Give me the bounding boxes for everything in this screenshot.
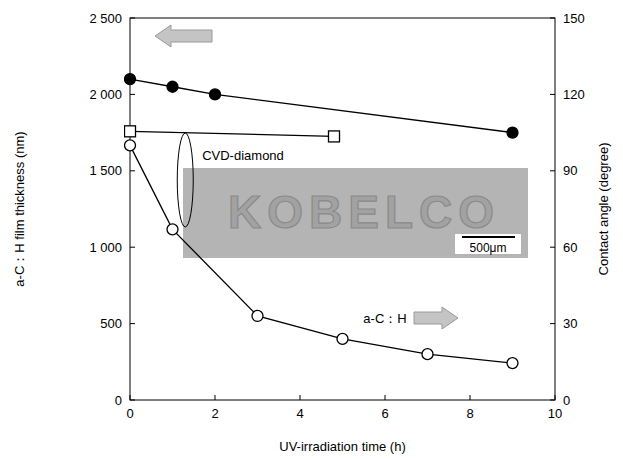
x-tick — [555, 395, 556, 400]
scale-bar-patch — [455, 234, 521, 254]
y2-tick-label: 150 — [563, 11, 585, 26]
y2-tick-label: 90 — [563, 163, 577, 178]
x-tick-label: 0 — [126, 406, 133, 421]
point-circle — [167, 81, 178, 92]
x-tick — [130, 395, 131, 400]
x-tick — [385, 395, 386, 400]
chart: KOBELCO500μm024681005001 0001 5002 0002 … — [0, 0, 623, 459]
x-tick-label: 10 — [548, 406, 562, 421]
x-tick-label: 6 — [381, 406, 388, 421]
inset-background — [183, 168, 528, 258]
y-tick — [130, 170, 135, 171]
point-circle — [252, 310, 263, 321]
y2-tick-label: 0 — [563, 393, 570, 408]
y-tick — [130, 247, 135, 248]
x-tick-label: 8 — [466, 406, 473, 421]
axis-arrow — [155, 25, 212, 47]
point-circle — [125, 140, 136, 151]
point-circle — [337, 333, 348, 344]
scale-bar — [462, 236, 515, 238]
group-ellipse — [177, 133, 193, 227]
point-square — [125, 126, 136, 137]
series-group — [125, 74, 519, 369]
x-axis-title: UV-irradiation time (h) — [279, 439, 405, 454]
x-tick-label: 4 — [296, 406, 303, 421]
y2-axis-title: Contact angle (degree) — [596, 143, 611, 276]
series-line — [130, 79, 513, 132]
point-circle — [422, 349, 433, 360]
series-label: a-C：H — [363, 311, 406, 326]
y-tick-label: 500 — [100, 316, 122, 331]
y2-tick — [550, 170, 555, 171]
x-tick-label: 2 — [211, 406, 218, 421]
y-tick-label: 1 500 — [89, 163, 122, 178]
y-tick — [130, 94, 135, 95]
series-label: CVD-diamond — [202, 148, 284, 163]
y2-tick-label: 60 — [563, 240, 577, 255]
y2-tick-label: 120 — [563, 87, 585, 102]
y2-tick — [550, 18, 555, 19]
point-square — [329, 131, 340, 142]
y-tick — [130, 18, 135, 19]
axis-arrow — [414, 307, 458, 329]
y2-tick-label: 30 — [563, 316, 577, 331]
y-tick-label: 2 500 — [89, 11, 122, 26]
y2-tick — [550, 247, 555, 248]
y-tick-label: 2 000 — [89, 87, 122, 102]
x-tick — [215, 395, 216, 400]
point-circle — [125, 74, 136, 85]
scale-label: 500μm — [470, 241, 507, 255]
point-circle — [507, 358, 518, 369]
y-tick-label: 1 000 — [89, 240, 122, 255]
point-circle — [210, 89, 221, 100]
y-tick-label: 0 — [115, 393, 122, 408]
point-circle — [507, 127, 518, 138]
y-tick — [130, 323, 135, 324]
x-tick — [300, 395, 301, 400]
point-circle — [167, 224, 178, 235]
inset-photo: KOBELCO 500μm — [183, 168, 528, 258]
series-line — [130, 145, 513, 363]
inset-text: KOBELCO — [228, 186, 500, 238]
y2-tick — [550, 94, 555, 95]
y-axis-title: a-C：H film thickness (nm) — [12, 131, 27, 286]
plot-frame — [130, 18, 555, 400]
y2-tick — [550, 400, 555, 401]
y-tick — [130, 400, 135, 401]
y2-tick — [550, 323, 555, 324]
series-line — [130, 131, 334, 136]
x-tick — [470, 395, 471, 400]
